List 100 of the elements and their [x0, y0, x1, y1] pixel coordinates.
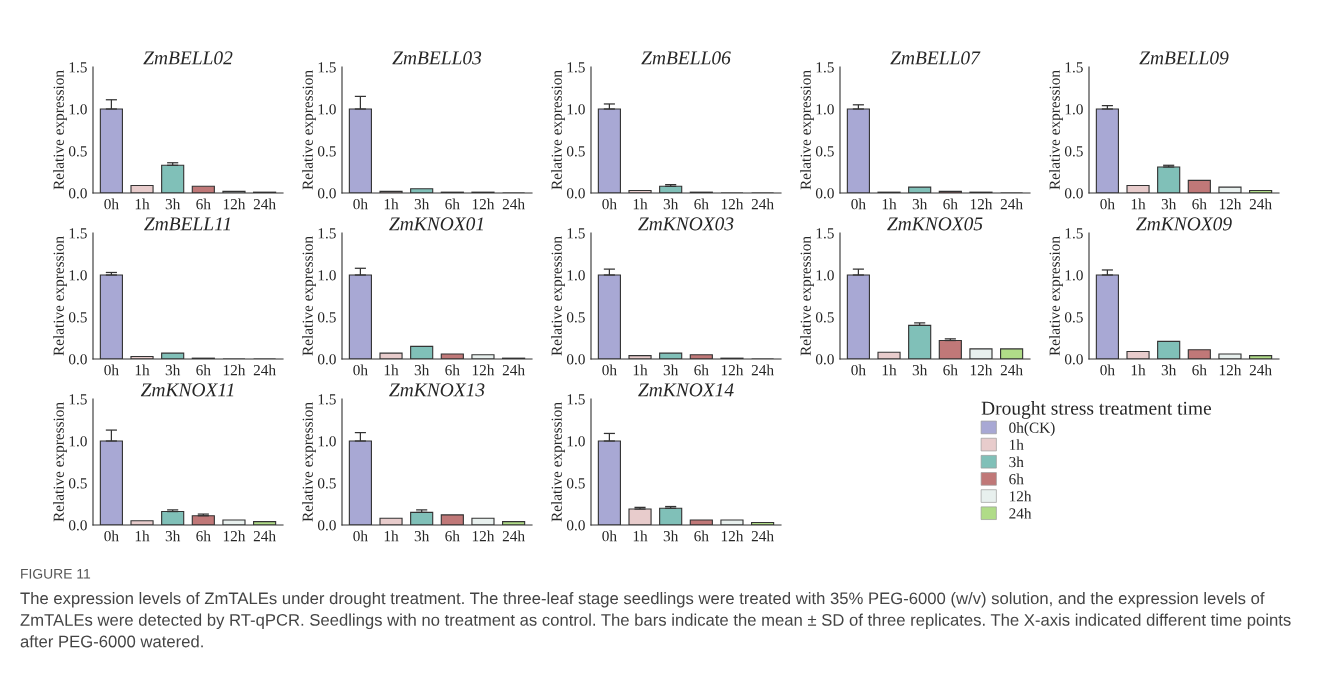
y-tick-label: 0.0	[566, 354, 585, 365]
y-tick-label: 0.5	[68, 478, 87, 489]
legend-label: 1h	[1009, 439, 1024, 450]
y-axis-title: Relative expression	[53, 70, 67, 190]
legend-title: Drought stress treatment time	[981, 401, 1212, 419]
y-tick-label: 0.0	[1064, 354, 1083, 365]
x-tick-label: 0h	[851, 364, 866, 376]
y-tick-label: 0.0	[566, 188, 585, 199]
x-tick-label: 24h	[751, 364, 774, 376]
x-tick-label: 1h	[633, 530, 648, 542]
x-tick-label: 6h	[694, 364, 709, 376]
x-tick-label: 3h	[414, 530, 430, 542]
x-tick-label: 3h	[663, 364, 679, 376]
x-tick-label: 0h	[851, 198, 866, 210]
y-tick-label: 1.5	[69, 228, 87, 239]
x-tick-label: 3h	[1161, 198, 1177, 210]
y-tick-label: 1.0	[816, 104, 834, 115]
y-tick-label: 0.5	[317, 146, 336, 157]
y-tick-label: 1.5	[1065, 62, 1083, 73]
caption: FIGURE 11	[21, 568, 91, 579]
y-tick-label: 0.0	[317, 188, 336, 199]
x-tick-label: 1h	[633, 198, 648, 210]
y-axis-title: Relative expression	[302, 402, 316, 522]
x-tick-label: 24h	[253, 364, 276, 376]
x-tick-label: 6h	[943, 198, 958, 210]
chart-title: ZmBELL11	[144, 217, 231, 231]
chart-title: ZmKNOX03	[638, 217, 734, 231]
x-tick-label: 12h	[1219, 198, 1242, 210]
y-tick-label: 1.0	[567, 270, 585, 281]
x-tick-label: 24h	[751, 198, 774, 210]
x-tick-label: 0h	[104, 364, 119, 376]
y-tick-label: 1.0	[318, 436, 336, 447]
y-tick-label: 1.0	[69, 270, 87, 281]
y-tick-label: 1.5	[318, 62, 336, 73]
x-tick-label: 1h	[633, 364, 648, 376]
legend-label: 6h	[1009, 473, 1024, 485]
y-tick-label: 0.5	[566, 478, 585, 489]
x-tick-label: 0h	[104, 530, 119, 542]
x-tick-label: 3h	[1161, 364, 1177, 376]
x-tick-label: 1h	[135, 364, 150, 376]
x-tick-label: 1h	[384, 530, 399, 542]
y-tick-label: 1.0	[567, 436, 585, 447]
chart-title: ZmKNOX05	[887, 217, 983, 231]
x-tick-label: 24h	[1249, 364, 1272, 376]
x-tick-label: 24h	[253, 530, 276, 542]
x-tick-label: 24h	[253, 198, 276, 210]
y-tick-label: 1.5	[816, 62, 834, 73]
y-tick-label: 1.0	[318, 270, 336, 281]
y-axis-title: Relative expression	[551, 402, 565, 522]
y-axis-title: Relative expression	[53, 402, 67, 522]
x-tick-label: 0h	[353, 364, 368, 376]
x-tick-label: 12h	[721, 364, 744, 376]
y-tick-label: 1.0	[567, 104, 585, 115]
x-tick-label: 0h	[1100, 198, 1115, 210]
y-tick-label: 1.5	[816, 228, 834, 239]
y-tick-label: 1.0	[816, 270, 834, 281]
x-tick-label: 3h	[165, 198, 181, 210]
chart-title: ZmKNOX01	[389, 217, 483, 231]
y-tick-label: 1.5	[318, 228, 336, 239]
x-tick-label: 12h	[721, 198, 744, 210]
x-tick-label: 6h	[943, 364, 958, 376]
text: The expression levels of ZmTALEs under drought treatment. The three-leaf stage seedlings were treated with 35% PEG-6000 (w/v) solution, and the expression levels of ZmTALEs were detected by RT-qPCR. Seedlings with no treatment as control. The bars indicate the mean ± SD of three replicates. The X-axis indicated different time points after PEG-6000 watered.	[20, 592, 1291, 648]
y-axis-title: Relative expression	[1049, 70, 1063, 190]
x-tick-label: 3h	[414, 198, 430, 210]
y-tick-label: 1.0	[69, 104, 87, 115]
x-tick-label: 1h	[1131, 364, 1146, 376]
chart-title: ZmBELL06	[641, 51, 731, 65]
y-tick-label: 0.0	[68, 520, 87, 531]
x-tick-label: 3h	[165, 364, 181, 376]
y-tick-label: 0.5	[1064, 146, 1083, 157]
y-tick-label: 1.5	[1065, 228, 1083, 239]
x-tick-label: 12h	[223, 530, 246, 542]
y-tick-label: 0.5	[317, 478, 336, 489]
y-tick-label: 0.0	[68, 354, 87, 365]
y-tick-label: 1.5	[318, 394, 336, 405]
y-tick-label: 1.5	[69, 62, 87, 73]
y-tick-label: 1.0	[1065, 270, 1083, 281]
x-tick-label: 3h	[663, 530, 679, 542]
x-tick-label: 0h	[353, 198, 368, 210]
x-tick-label: 6h	[196, 198, 211, 210]
y-axis-title: Relative expression	[302, 70, 316, 190]
chart-title: ZmKNOX11	[140, 383, 234, 397]
y-tick-label: 0.5	[68, 146, 87, 157]
x-tick-label: 0h	[353, 530, 368, 542]
x-tick-label: 3h	[912, 198, 928, 210]
x-tick-label: 3h	[912, 364, 928, 376]
y-tick-label: 1.0	[318, 104, 336, 115]
y-tick-label: 0.0	[815, 188, 834, 199]
y-tick-label: 0.0	[815, 354, 834, 365]
x-tick-label: 12h	[1219, 364, 1242, 376]
y-axis-title: Relative expression	[800, 70, 814, 190]
y-axis-title: Relative expression	[800, 236, 814, 356]
x-tick-label: 24h	[1000, 364, 1023, 376]
y-axis-title: Relative expression	[1049, 236, 1063, 356]
x-tick-label: 6h	[1192, 364, 1207, 376]
x-tick-label: 12h	[223, 364, 246, 376]
x-tick-label: 1h	[135, 198, 150, 210]
chart-title: ZmKNOX09	[1136, 217, 1232, 231]
y-tick-label: 1.5	[69, 394, 87, 405]
y-tick-label: 0.0	[317, 354, 336, 365]
